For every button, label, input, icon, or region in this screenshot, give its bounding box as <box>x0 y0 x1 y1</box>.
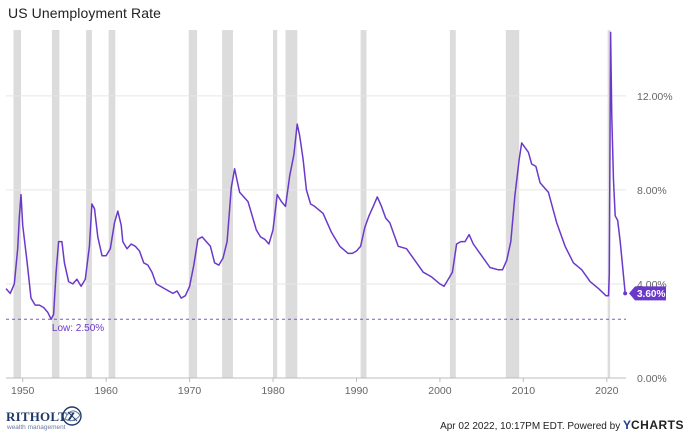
ycharts-logo-text[interactable]: CHARTS <box>631 418 684 432</box>
x-tick-label-2: 1970 <box>178 385 202 397</box>
recession-band-3 <box>108 30 116 378</box>
x-tick-label-5: 2000 <box>428 385 452 397</box>
y-tick-label-3: 12.00% <box>637 91 673 103</box>
x-tick-label-7: 2020 <box>595 385 619 397</box>
recession-band-8 <box>360 30 367 378</box>
gridlines <box>6 95 626 285</box>
ycharts-logo-icon[interactable]: Y <box>622 418 631 432</box>
y-tick-label-2: 8.00% <box>637 185 667 197</box>
end-value-label: 3.60% <box>623 286 666 301</box>
recession-band-1 <box>51 30 60 378</box>
recession-band-7 <box>285 30 298 378</box>
series-line <box>5 31 626 320</box>
x-tick-label-0: 1950 <box>11 385 35 397</box>
recession-band-4 <box>188 30 198 378</box>
recession-band-6 <box>273 30 278 378</box>
y-tick-label-0: 0.00% <box>637 373 667 385</box>
low-reference: Low: 2.50% <box>6 318 626 334</box>
recession-band-9 <box>449 30 456 378</box>
low-reference-label: Low: 2.50% <box>52 323 104 334</box>
end-value-point <box>623 291 628 296</box>
footer-credit: Apr 02 2022, 10:17PM EDT. Powered by YCH… <box>440 418 684 432</box>
recession-band-2 <box>86 30 92 378</box>
recession-bands <box>13 30 611 378</box>
end-value-text: 3.60% <box>637 289 665 300</box>
recession-band-0 <box>13 30 22 378</box>
recession-band-5 <box>222 30 233 378</box>
brand-logo-name: RITHOLTZ <box>6 409 76 424</box>
x-tick-label-4: 1990 <box>345 385 369 397</box>
recession-band-11 <box>607 30 611 378</box>
x-tick-label-1: 1960 <box>94 385 118 397</box>
chart-area: 0.00%4.00%8.00%12.00%1950 1960 1970 1980 199… <box>5 30 673 397</box>
end-value-badge <box>629 286 666 301</box>
brand-logo-subtitle: wealth management <box>7 424 66 431</box>
x-tick-label-3: 1980 <box>261 385 285 397</box>
brand-emblem-icon <box>62 406 82 426</box>
unemployment-series-line-0 <box>5 31 626 320</box>
axes: 0.00%4.00%8.00%12.00%1950 1960 1970 1980 199… <box>6 91 673 397</box>
footer-timestamp: Apr 02 2022, 10:17PM EDT. <box>440 421 565 432</box>
chart-title: US Unemployment Rate <box>8 5 161 21</box>
recession-band-10 <box>505 30 520 378</box>
footer-powered-by: Powered by <box>567 421 621 432</box>
x-tick-label-6: 2010 <box>512 385 536 397</box>
